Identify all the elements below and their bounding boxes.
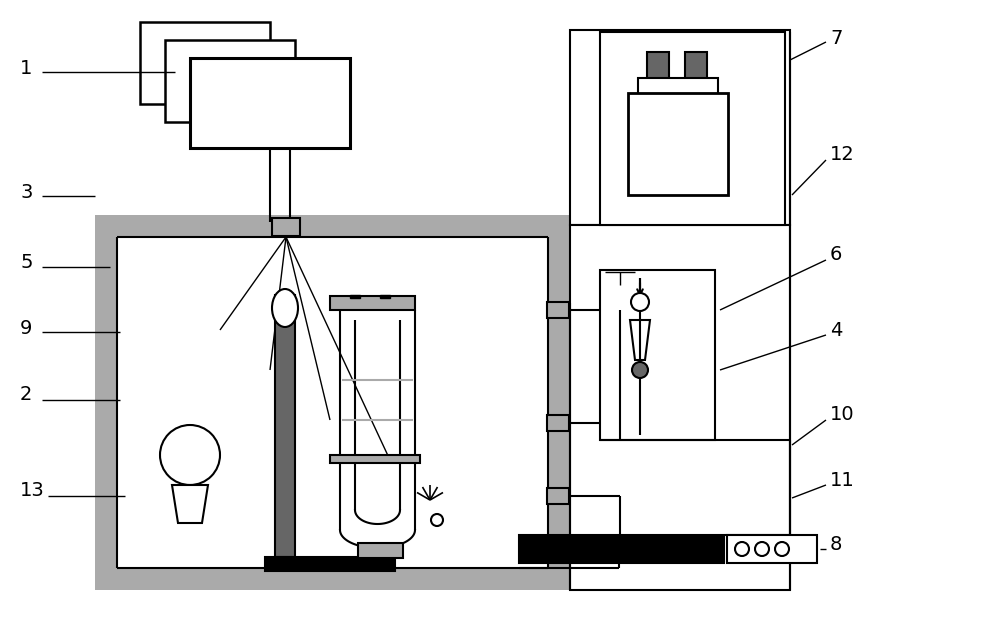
Ellipse shape [272,289,298,327]
Circle shape [431,514,443,526]
Bar [547,302,569,318]
Bar [600,270,715,440]
Bar [95,215,117,590]
Text: 3: 3 [20,182,32,201]
Bar [380,295,390,298]
Bar [547,415,569,431]
Text: 11: 11 [830,471,855,489]
Text: 7: 7 [830,29,842,48]
Polygon shape [172,485,208,523]
Bar [647,52,669,80]
Bar [600,32,785,225]
Bar [548,215,570,590]
Bar [140,22,270,104]
Text: 5: 5 [20,253,32,271]
Text: 6: 6 [830,246,842,264]
Bar [190,58,350,148]
Circle shape [160,425,220,485]
Bar [95,215,570,237]
Bar [275,295,295,557]
Text: 1: 1 [20,59,32,78]
Bar [272,218,300,236]
Bar [117,237,548,568]
Bar [570,30,790,225]
Bar [685,52,707,80]
Bar [330,296,415,310]
Circle shape [735,542,749,556]
Text: 4: 4 [830,321,842,339]
Text: 8: 8 [830,536,842,554]
Bar [358,543,403,558]
Text: 9: 9 [20,319,32,338]
Bar [727,535,817,563]
Circle shape [755,542,769,556]
Bar [350,295,360,298]
Bar [547,488,569,504]
Bar [638,78,718,94]
Bar [165,40,295,122]
Bar [570,225,790,590]
Bar [265,557,395,571]
Bar [519,535,724,563]
Circle shape [632,362,648,378]
Text: 10: 10 [830,406,855,424]
Bar [330,455,420,463]
Text: 12: 12 [830,146,855,164]
Circle shape [631,293,649,311]
Circle shape [775,542,789,556]
Bar [95,568,570,590]
Text: 2: 2 [20,386,32,404]
Text: 13: 13 [20,481,45,499]
Bar [628,93,728,195]
